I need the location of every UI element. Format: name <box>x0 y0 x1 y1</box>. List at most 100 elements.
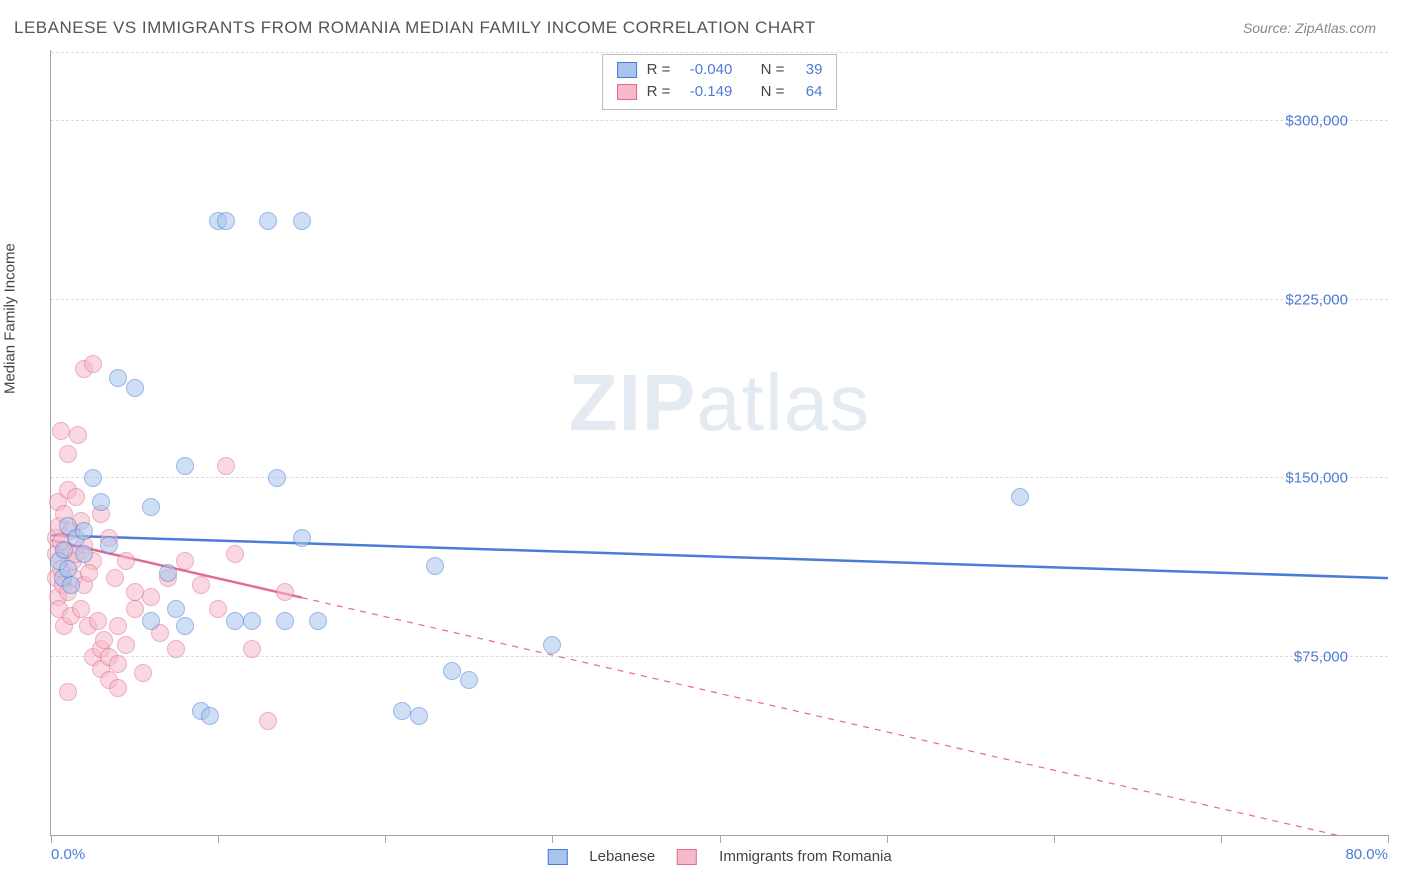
scatter-point-lebanese <box>142 612 160 630</box>
scatter-point-romania <box>106 569 124 587</box>
scatter-point-lebanese <box>309 612 327 630</box>
x-tick <box>1221 835 1222 843</box>
n-value-lebanese: 39 <box>794 59 822 81</box>
scatter-point-romania <box>167 640 185 658</box>
scatter-point-lebanese <box>75 545 93 563</box>
scatter-point-lebanese <box>176 617 194 635</box>
watermark: ZIPatlas <box>569 357 870 449</box>
scatter-point-lebanese <box>268 469 286 487</box>
scatter-point-romania <box>243 640 261 658</box>
trend-line-dashed-romania <box>302 598 1388 835</box>
scatter-point-lebanese <box>1011 488 1029 506</box>
scatter-point-romania <box>126 583 144 601</box>
gridline <box>51 299 1388 300</box>
n-label: N = <box>761 59 785 81</box>
scatter-point-lebanese <box>443 662 461 680</box>
scatter-point-romania <box>192 576 210 594</box>
chart-title: LEBANESE VS IMMIGRANTS FROM ROMANIA MEDI… <box>14 18 816 38</box>
scatter-point-romania <box>117 636 135 654</box>
y-tick-label: $150,000 <box>1285 470 1348 487</box>
scatter-point-lebanese <box>92 493 110 511</box>
scatter-point-romania <box>109 679 127 697</box>
x-tick <box>385 835 386 843</box>
x-tick <box>887 835 888 843</box>
scatter-point-romania <box>126 600 144 618</box>
swatch-romania <box>617 84 637 100</box>
legend-label-lebanese: Lebanese <box>589 848 655 865</box>
scatter-point-lebanese <box>201 707 219 725</box>
n-label: N = <box>761 81 785 103</box>
scatter-point-romania <box>217 457 235 475</box>
source-attribution: Source: ZipAtlas.com <box>1243 20 1376 36</box>
r-value-romania: -0.149 <box>680 81 732 103</box>
watermark-atlas: atlas <box>696 358 870 447</box>
scatter-point-romania <box>95 631 113 649</box>
scatter-point-lebanese <box>84 469 102 487</box>
scatter-point-lebanese <box>243 612 261 630</box>
scatter-point-lebanese <box>59 560 77 578</box>
x-tick <box>552 835 553 843</box>
chart-container: Median Family Income ZIPatlas R = -0.040… <box>14 50 1388 872</box>
swatch-lebanese <box>617 62 637 78</box>
scatter-point-romania <box>72 600 90 618</box>
scatter-point-romania <box>67 488 85 506</box>
legend-swatch-lebanese <box>547 849 567 865</box>
scatter-point-romania <box>59 445 77 463</box>
scatter-point-lebanese <box>75 522 93 540</box>
scatter-point-romania <box>84 355 102 373</box>
x-tick <box>218 835 219 843</box>
scatter-point-romania <box>80 564 98 582</box>
trend-line-lebanese <box>51 535 1388 578</box>
gridline <box>51 52 1388 53</box>
scatter-point-lebanese <box>167 600 185 618</box>
x-tick <box>1388 835 1389 843</box>
scatter-point-lebanese <box>293 529 311 547</box>
trend-lines-svg <box>51 50 1388 835</box>
scatter-point-romania <box>59 683 77 701</box>
x-tick <box>720 835 721 843</box>
scatter-point-romania <box>276 583 294 601</box>
y-tick-label: $75,000 <box>1294 648 1348 665</box>
r-label: R = <box>647 59 671 81</box>
scatter-point-lebanese <box>142 498 160 516</box>
stats-row-romania: R = -0.149 N = 64 <box>617 81 823 103</box>
legend-swatch-romania <box>677 849 697 865</box>
scatter-point-romania <box>89 612 107 630</box>
scatter-point-lebanese <box>543 636 561 654</box>
scatter-point-lebanese <box>410 707 428 725</box>
scatter-point-lebanese <box>259 212 277 230</box>
x-tick <box>1054 835 1055 843</box>
scatter-point-lebanese <box>176 457 194 475</box>
scatter-point-romania <box>109 655 127 673</box>
plot-area: ZIPatlas R = -0.040 N = 39 R = -0.149 N … <box>50 50 1388 836</box>
r-label: R = <box>647 81 671 103</box>
n-value-romania: 64 <box>794 81 822 103</box>
x-tick-label: 0.0% <box>51 846 85 863</box>
scatter-point-romania <box>69 426 87 444</box>
scatter-point-romania <box>209 600 227 618</box>
scatter-point-romania <box>226 545 244 563</box>
scatter-point-lebanese <box>293 212 311 230</box>
scatter-point-lebanese <box>159 564 177 582</box>
legend-label-romania: Immigrants from Romania <box>719 848 892 865</box>
stats-legend: R = -0.040 N = 39 R = -0.149 N = 64 <box>602 54 838 110</box>
gridline <box>51 477 1388 478</box>
scatter-point-lebanese <box>276 612 294 630</box>
y-tick-label: $300,000 <box>1285 113 1348 130</box>
gridline <box>51 120 1388 121</box>
scatter-point-lebanese <box>109 369 127 387</box>
series-legend: Lebanese Immigrants from Romania <box>547 848 891 865</box>
x-tick-label: 80.0% <box>1345 846 1388 863</box>
scatter-point-romania <box>134 664 152 682</box>
scatter-point-romania <box>176 552 194 570</box>
scatter-point-romania <box>142 588 160 606</box>
scatter-point-romania <box>109 617 127 635</box>
r-value-lebanese: -0.040 <box>680 59 732 81</box>
x-tick <box>51 835 52 843</box>
scatter-point-lebanese <box>217 212 235 230</box>
scatter-point-romania <box>52 422 70 440</box>
scatter-point-lebanese <box>460 671 478 689</box>
y-axis-label: Median Family Income <box>2 243 19 394</box>
scatter-point-romania <box>259 712 277 730</box>
scatter-point-lebanese <box>393 702 411 720</box>
